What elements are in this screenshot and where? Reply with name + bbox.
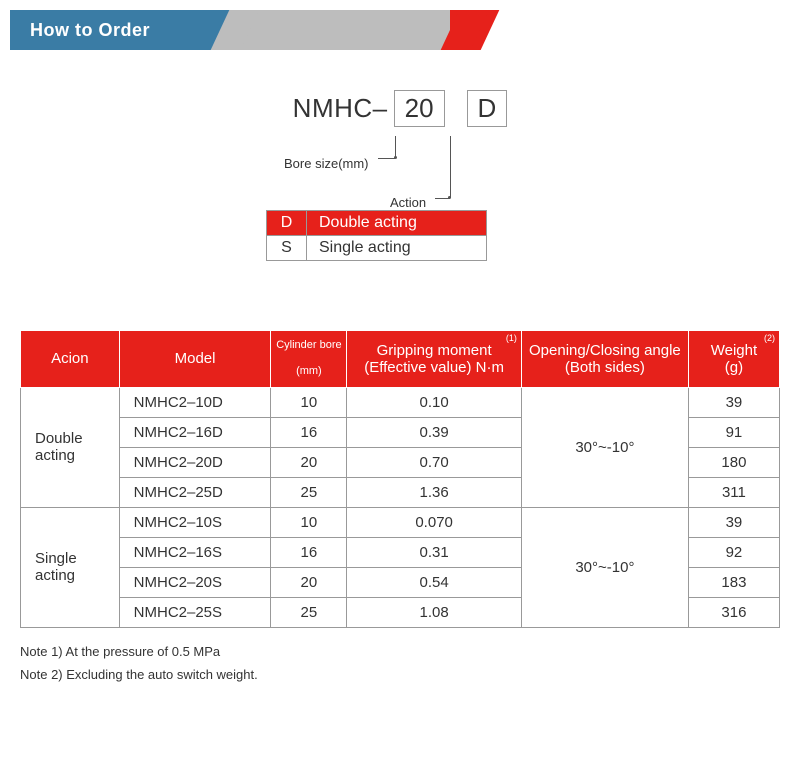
model-cell: NMHC2–10S — [119, 507, 271, 537]
angle-cell: 30°~-10° — [521, 507, 688, 627]
action-option-row: SSingle acting — [267, 236, 487, 261]
order-code-box-action: D — [467, 90, 508, 127]
bore-cell: 10 — [271, 507, 347, 537]
spec-table: AcionModelCylinder bore(mm)Gripping mome… — [20, 330, 780, 628]
weight-cell: 316 — [688, 597, 779, 627]
leader-dot — [448, 196, 451, 199]
header-white-right — [470, 10, 790, 50]
moment-cell: 0.54 — [347, 567, 522, 597]
moment-cell: 0.70 — [347, 447, 522, 477]
weight-cell: 91 — [688, 417, 779, 447]
footnote-2: Note 2) Excluding the auto switch weight… — [20, 663, 780, 686]
superscript-note: (1) — [506, 333, 517, 343]
action-code-table: DDouble actingSSingle acting — [266, 210, 487, 261]
action-option-row: DDouble acting — [267, 211, 487, 236]
action-desc-cell: Single acting — [307, 236, 487, 261]
weight-cell: 39 — [688, 507, 779, 537]
weight-cell: 180 — [688, 447, 779, 477]
action-code-cell: D — [267, 211, 307, 236]
moment-cell: 0.39 — [347, 417, 522, 447]
footnotes: Note 1) At the pressure of 0.5 MPa Note … — [20, 640, 780, 687]
spec-col-header: Model — [119, 331, 271, 388]
moment-cell: 0.10 — [347, 387, 522, 417]
order-code-box-bore: 20 — [394, 90, 445, 127]
superscript-note: (2) — [764, 333, 775, 343]
header-grey-bg — [230, 10, 450, 50]
moment-cell: 1.08 — [347, 597, 522, 627]
angle-cell: 30°~-10° — [521, 387, 688, 507]
action-group-cell: Doubleacting — [21, 387, 120, 507]
spec-col-header: Opening/Closing angle (Both sides) — [521, 331, 688, 388]
model-cell: NMHC2–20D — [119, 447, 271, 477]
bore-cell: 16 — [271, 537, 347, 567]
callout-bore-size: Bore size(mm) — [284, 156, 369, 171]
action-code-cell: S — [267, 236, 307, 261]
spec-row: DoubleactingNMHC2–10D100.1030°~-10°39 — [21, 387, 780, 417]
bore-cell: 25 — [271, 477, 347, 507]
model-cell: NMHC2–25S — [119, 597, 271, 627]
leader-line — [450, 136, 451, 198]
moment-cell: 0.31 — [347, 537, 522, 567]
leader-dot — [394, 156, 397, 159]
header-title: How to Order — [30, 20, 150, 41]
model-cell: NMHC2–16D — [119, 417, 271, 447]
bore-cell: 10 — [271, 387, 347, 417]
header-banner: How to Order — [10, 10, 790, 50]
spec-row: SingleactingNMHC2–10S100.07030°~-10°39 — [21, 507, 780, 537]
spec-col-header: Acion — [21, 331, 120, 388]
weight-cell: 92 — [688, 537, 779, 567]
model-cell: NMHC2–20S — [119, 567, 271, 597]
moment-cell: 1.36 — [347, 477, 522, 507]
moment-cell: 0.070 — [347, 507, 522, 537]
bore-cell: 16 — [271, 417, 347, 447]
bore-cell: 20 — [271, 567, 347, 597]
order-code-line: NMHC– 20 D — [150, 90, 650, 127]
action-desc-cell: Double acting — [307, 211, 487, 236]
bore-cell: 20 — [271, 447, 347, 477]
weight-cell: 311 — [688, 477, 779, 507]
spec-header-row: AcionModelCylinder bore(mm)Gripping mome… — [21, 331, 780, 388]
spec-col-header: Cylinder bore(mm) — [271, 331, 347, 388]
spec-table-wrap: AcionModelCylinder bore(mm)Gripping mome… — [20, 330, 780, 628]
spec-col-header: Weight (g)(2) — [688, 331, 779, 388]
footnote-1: Note 1) At the pressure of 0.5 MPa — [20, 640, 780, 663]
model-cell: NMHC2–25D — [119, 477, 271, 507]
order-code-prefix: NMHC– — [293, 93, 388, 124]
spec-col-header: Gripping moment (Effective value) N·m(1) — [347, 331, 522, 388]
leader-line — [395, 136, 396, 158]
model-cell: NMHC2–16S — [119, 537, 271, 567]
header-blue-bg: How to Order — [10, 10, 230, 50]
bore-cell: 25 — [271, 597, 347, 627]
action-group-cell: Singleacting — [21, 507, 120, 627]
callout-action: Action — [390, 195, 426, 210]
weight-cell: 39 — [688, 387, 779, 417]
weight-cell: 183 — [688, 567, 779, 597]
order-code-diagram: NMHC– 20 D Bore size(mm) Action DDouble … — [150, 90, 650, 290]
leader-line — [378, 158, 395, 159]
model-cell: NMHC2–10D — [119, 387, 271, 417]
